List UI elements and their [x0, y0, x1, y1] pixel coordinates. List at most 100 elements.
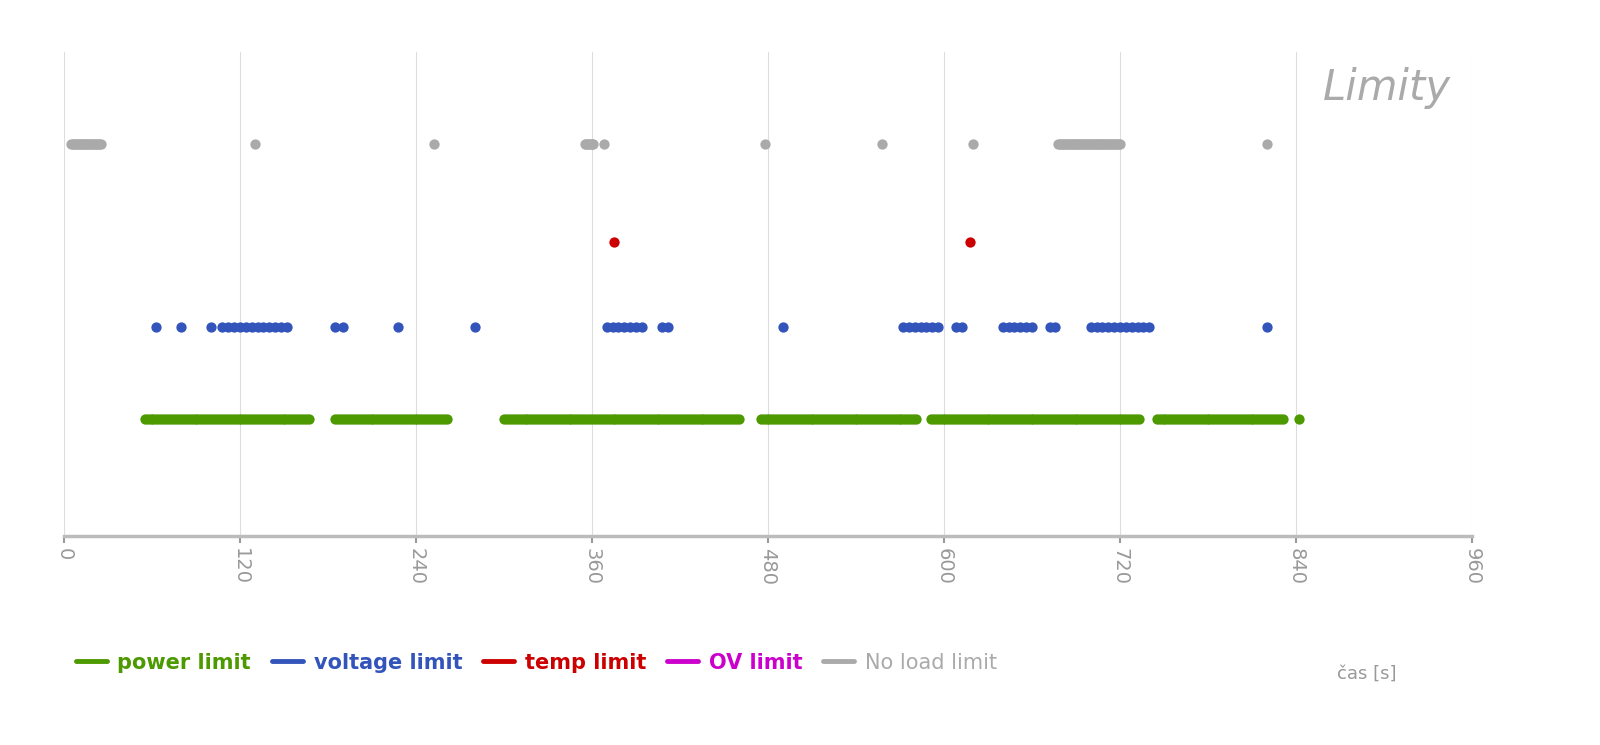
- Point: [494, 413, 520, 425]
- Point: [202, 413, 227, 425]
- Point: [824, 413, 850, 425]
- Point: [235, 413, 261, 425]
- Point: [251, 321, 277, 333]
- Point: [626, 413, 651, 425]
- Point: [269, 321, 294, 333]
- Point: [147, 413, 173, 425]
- Point: [1186, 413, 1211, 425]
- Point: [646, 413, 672, 425]
- Point: [1051, 138, 1077, 150]
- Point: [272, 413, 298, 425]
- Point: [1003, 413, 1029, 425]
- Point: [1006, 413, 1032, 425]
- Point: [1096, 321, 1122, 333]
- Point: [1144, 413, 1170, 425]
- Point: [1136, 321, 1162, 333]
- Point: [166, 413, 192, 425]
- Point: [992, 413, 1018, 425]
- Point: [838, 413, 864, 425]
- Point: [1064, 413, 1090, 425]
- Point: [134, 413, 160, 425]
- Point: [1072, 138, 1098, 150]
- Point: [994, 413, 1019, 425]
- Point: [960, 138, 986, 150]
- Point: [1045, 413, 1070, 425]
- Point: [173, 413, 198, 425]
- Point: [894, 413, 920, 425]
- Point: [398, 413, 424, 425]
- Point: [296, 413, 322, 425]
- Point: [874, 413, 899, 425]
- Point: [82, 138, 107, 150]
- Point: [1082, 138, 1107, 150]
- Point: [914, 321, 939, 333]
- Point: [629, 321, 654, 333]
- Point: [570, 413, 595, 425]
- Point: [896, 321, 922, 333]
- Point: [1086, 138, 1112, 150]
- Point: [86, 138, 112, 150]
- Point: [1243, 413, 1269, 425]
- Point: [659, 413, 685, 425]
- Point: [66, 138, 91, 150]
- Point: [1238, 413, 1264, 425]
- Point: [1264, 413, 1290, 425]
- Point: [144, 321, 170, 333]
- Point: [218, 413, 243, 425]
- Point: [1101, 321, 1126, 333]
- Point: [1021, 413, 1046, 425]
- Point: [806, 413, 832, 425]
- Point: [803, 413, 829, 425]
- Point: [141, 413, 166, 425]
- Point: [325, 413, 350, 425]
- Point: [941, 413, 966, 425]
- Point: [208, 413, 234, 425]
- Point: [323, 413, 349, 425]
- Point: [573, 138, 598, 150]
- Point: [624, 321, 650, 333]
- Point: [530, 413, 555, 425]
- Point: [429, 413, 454, 425]
- Point: [1038, 413, 1064, 425]
- Point: [792, 413, 818, 425]
- Point: [502, 413, 528, 425]
- Point: [1078, 138, 1104, 150]
- Point: [243, 413, 269, 425]
- Point: [974, 413, 1000, 425]
- Point: [555, 413, 581, 425]
- Point: [288, 413, 314, 425]
- Point: [1246, 413, 1272, 425]
- Point: [1053, 413, 1078, 425]
- Point: [198, 321, 224, 333]
- Point: [800, 413, 826, 425]
- Point: [211, 413, 237, 425]
- Point: [1168, 413, 1194, 425]
- Point: [341, 413, 366, 425]
- Point: [1069, 138, 1094, 150]
- Point: [74, 138, 99, 150]
- Point: [706, 413, 731, 425]
- Point: [798, 413, 824, 425]
- Point: [723, 413, 749, 425]
- Point: [413, 413, 438, 425]
- Point: [997, 413, 1022, 425]
- Point: [77, 138, 102, 150]
- Point: [880, 413, 906, 425]
- Point: [395, 413, 421, 425]
- Point: [611, 321, 637, 333]
- Point: [590, 138, 616, 150]
- Point: [237, 413, 262, 425]
- Point: [1187, 413, 1213, 425]
- Point: [720, 413, 746, 425]
- Point: [810, 413, 835, 425]
- Point: [789, 413, 814, 425]
- Point: [152, 413, 178, 425]
- Point: [1008, 321, 1034, 333]
- Point: [234, 321, 259, 333]
- Point: [430, 413, 456, 425]
- Point: [694, 413, 720, 425]
- Point: [59, 138, 85, 150]
- Point: [1118, 321, 1144, 333]
- Point: [907, 321, 933, 333]
- Point: [61, 138, 86, 150]
